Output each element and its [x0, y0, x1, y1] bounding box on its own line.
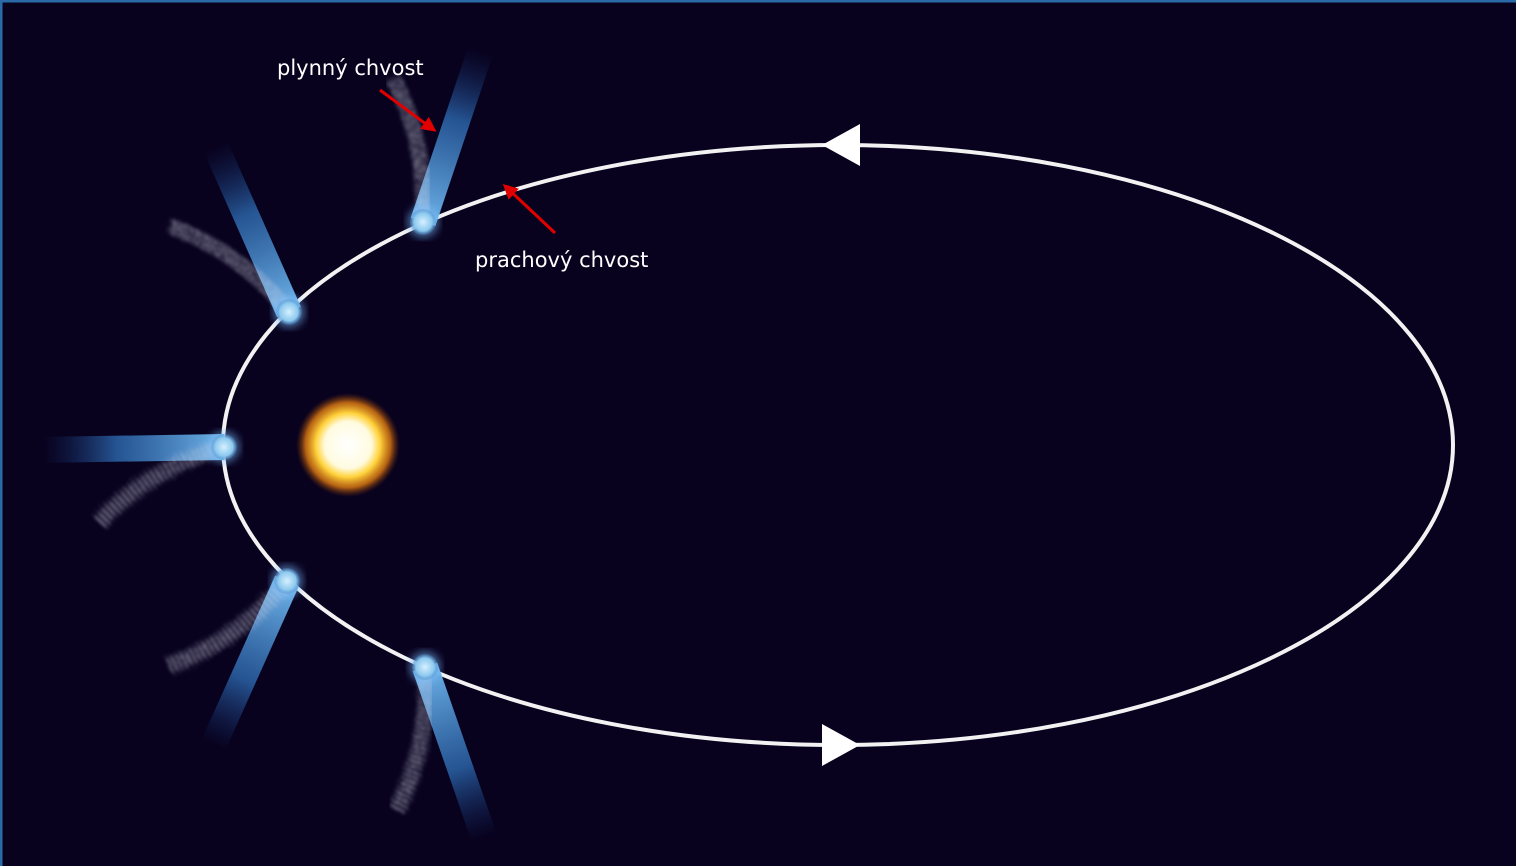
- gas-tail: [204, 142, 301, 318]
- comets: [43, 47, 497, 842]
- comet-head: [410, 209, 436, 235]
- dust-tail: [166, 218, 296, 318]
- comet-head: [276, 299, 302, 325]
- direction-arrow: [822, 724, 860, 766]
- sun: [296, 393, 400, 497]
- pointer-arrow: [379, 88, 437, 132]
- dust-tail: [91, 439, 227, 530]
- gas-tail: [201, 575, 299, 751]
- dust-tail: [163, 575, 294, 675]
- dust-tail: [385, 73, 432, 223]
- gas-tail: [410, 47, 493, 227]
- gas-tail-label: plynný chvost: [277, 56, 424, 80]
- gas-tail: [43, 434, 225, 463]
- comet-head: [211, 434, 237, 460]
- pointer-arrow: [502, 183, 557, 235]
- direction-arrow: [822, 124, 860, 166]
- dust-tail: [388, 666, 434, 816]
- dust-tail-label: prachový chvost: [475, 248, 648, 272]
- gas-tail: [412, 662, 497, 842]
- comet-head: [274, 568, 300, 594]
- comet-head: [412, 654, 438, 680]
